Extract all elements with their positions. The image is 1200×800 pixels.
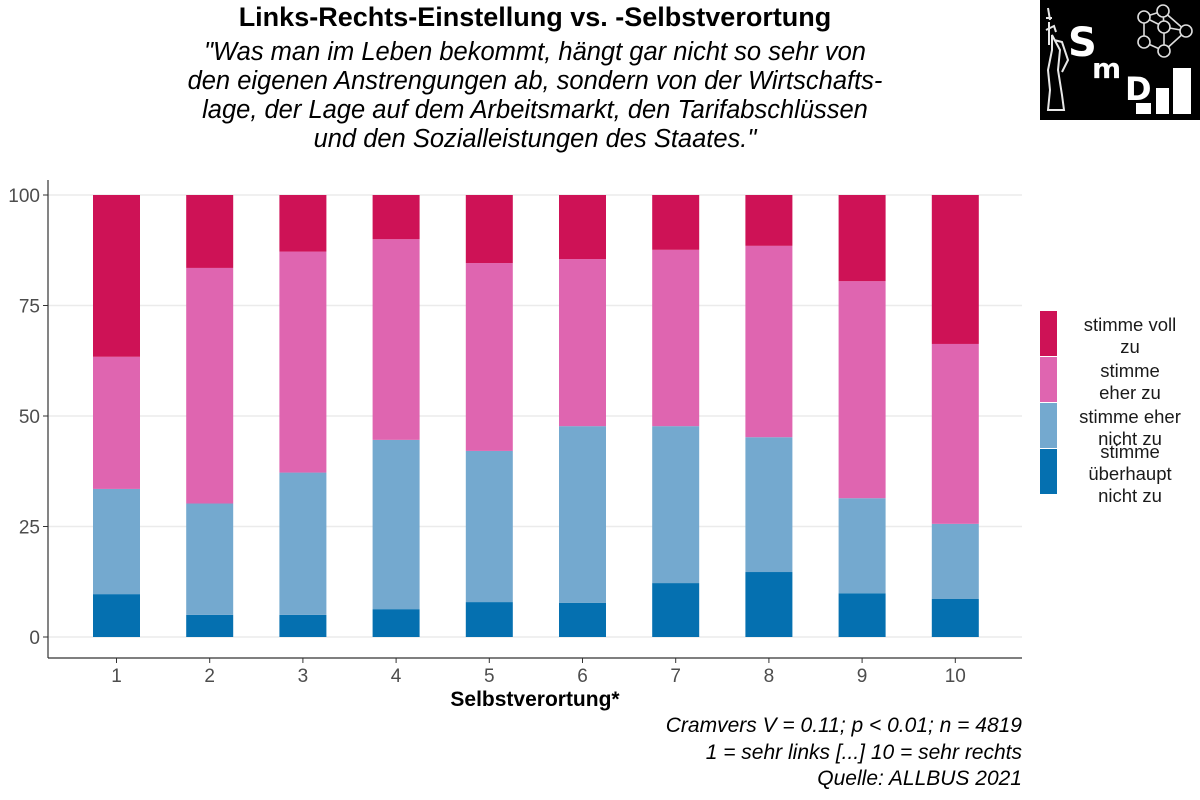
legend-key [1040, 311, 1057, 356]
subtitle-line: lage, der Lage auf dem Arbeitsmarkt, den… [202, 96, 868, 124]
footer-source: Quelle: ALLBUS 2021 [817, 767, 1022, 790]
chart-subtitle: "Was man im Leben bekommt, hängt gar nic… [0, 38, 1070, 154]
logo-letter-d: D [1125, 70, 1152, 108]
x-tick-label: 5 [484, 666, 495, 687]
bar-segment [559, 259, 606, 427]
bar-segment [186, 267, 234, 504]
subtitle-line: und den Sozialleistungen des Staates." [313, 125, 757, 153]
x-tick-label: 9 [857, 666, 868, 687]
bar-segment [652, 583, 700, 637]
bar-segment [559, 195, 606, 260]
bar-segment [465, 263, 513, 451]
bar-segment [745, 195, 793, 246]
bar-segment [279, 472, 327, 615]
bar-segment [93, 356, 140, 489]
bar-segment [186, 195, 234, 268]
x-tick-label: 1 [111, 666, 122, 687]
y-tick-label: 75 [19, 297, 40, 318]
legend-label-line: stimme [1100, 441, 1160, 462]
y-tick-label: 25 [19, 518, 40, 539]
network-icon [1137, 4, 1193, 58]
axes: 0 25 50 75 100 1 2 3 4 5 6 7 8 9 10 [8, 180, 1022, 687]
legend-label: stimme eher zu [1060, 360, 1200, 404]
x-tick-label: 2 [204, 666, 215, 687]
subtitle-line: "Was man im Leben bekommt, hängt gar nic… [204, 38, 866, 66]
bar-segment [559, 426, 606, 603]
x-axis-label: Selbstverortung* [450, 688, 620, 711]
legend-label-line: eher zu [1099, 382, 1161, 403]
bar-segment [931, 195, 979, 344]
legend-label-line: zu [1120, 336, 1140, 357]
legend-key [1040, 449, 1057, 494]
legend-label-line: stimme [1100, 360, 1160, 381]
bar-segment [745, 437, 793, 573]
legend-key [1040, 403, 1057, 448]
y-tick-label: 50 [19, 407, 40, 428]
x-tick-label: 10 [945, 666, 966, 687]
legend-label-line: stimme eher [1079, 406, 1181, 427]
bar-segment [745, 572, 793, 637]
y-tick-label: 100 [8, 186, 40, 207]
logo-letter-s: S [1068, 20, 1097, 66]
x-tick-label: 4 [391, 666, 402, 687]
bar-segment [279, 195, 327, 252]
bar-segment [372, 239, 420, 440]
legend-label-line: stimme voll [1083, 314, 1177, 335]
legend-label-line: nicht zu [1098, 428, 1162, 449]
bar-segment [465, 450, 513, 603]
logo-graphic: S m D [1045, 4, 1193, 114]
bar-segment [931, 343, 979, 524]
x-tick-label: 3 [298, 666, 309, 687]
legend-label-line: nicht zu [1098, 485, 1162, 506]
statue-of-liberty-icon [1045, 7, 1070, 111]
bar-segment [652, 195, 700, 250]
x-tick-label: 7 [670, 666, 681, 687]
bar-segment [838, 593, 886, 637]
bar-chart-icon [1136, 68, 1191, 114]
bar-segment [559, 602, 606, 637]
bar-segment [93, 195, 140, 357]
legend-label-line: überhaupt [1088, 463, 1172, 484]
bar-segment [838, 498, 886, 594]
bar-segment [372, 195, 420, 240]
legend-label: stimme überhaupt nicht zu [1060, 441, 1200, 507]
legend-label: stimme voll zu [1060, 314, 1200, 358]
subtitle-line: den eigenen Anstrengungen ab, sondern vo… [187, 67, 883, 95]
bar-segment [93, 594, 140, 637]
bar-segment [279, 251, 327, 473]
y-tick-label: 0 [29, 628, 40, 649]
bars [93, 195, 979, 637]
footer-scale-note: 1 = sehr links [...] 10 = sehr rechts [705, 741, 1022, 764]
bar-segment [465, 602, 513, 637]
x-tick-label: 6 [577, 666, 588, 687]
bar-segment [279, 614, 327, 637]
legend-label: stimme eher nicht zu [1060, 406, 1200, 450]
bar-segment [745, 245, 793, 438]
bar-segment [838, 195, 886, 282]
bar-segment [931, 598, 979, 637]
bar-segment [652, 426, 700, 584]
logo-letter-m: m [1092, 52, 1121, 85]
footer-stats: Cramvers V = 0.11; p < 0.01; n = 4819 [665, 714, 1022, 737]
bar-segment [93, 488, 140, 595]
bar-segment [838, 281, 886, 499]
legend-key [1040, 357, 1057, 402]
bar-segment [465, 195, 513, 264]
x-tick-label: 8 [764, 666, 775, 687]
bar-segment [652, 249, 700, 427]
bar-segment [186, 614, 234, 637]
smd-logo: S m D [1040, 0, 1200, 120]
bar-segment [186, 503, 234, 615]
bar-segment [372, 609, 420, 637]
bar-segment [931, 523, 979, 599]
chart-title: Links-Rechts-Einstellung vs. -Selbstvero… [238, 2, 832, 32]
bar-segment [372, 439, 420, 610]
